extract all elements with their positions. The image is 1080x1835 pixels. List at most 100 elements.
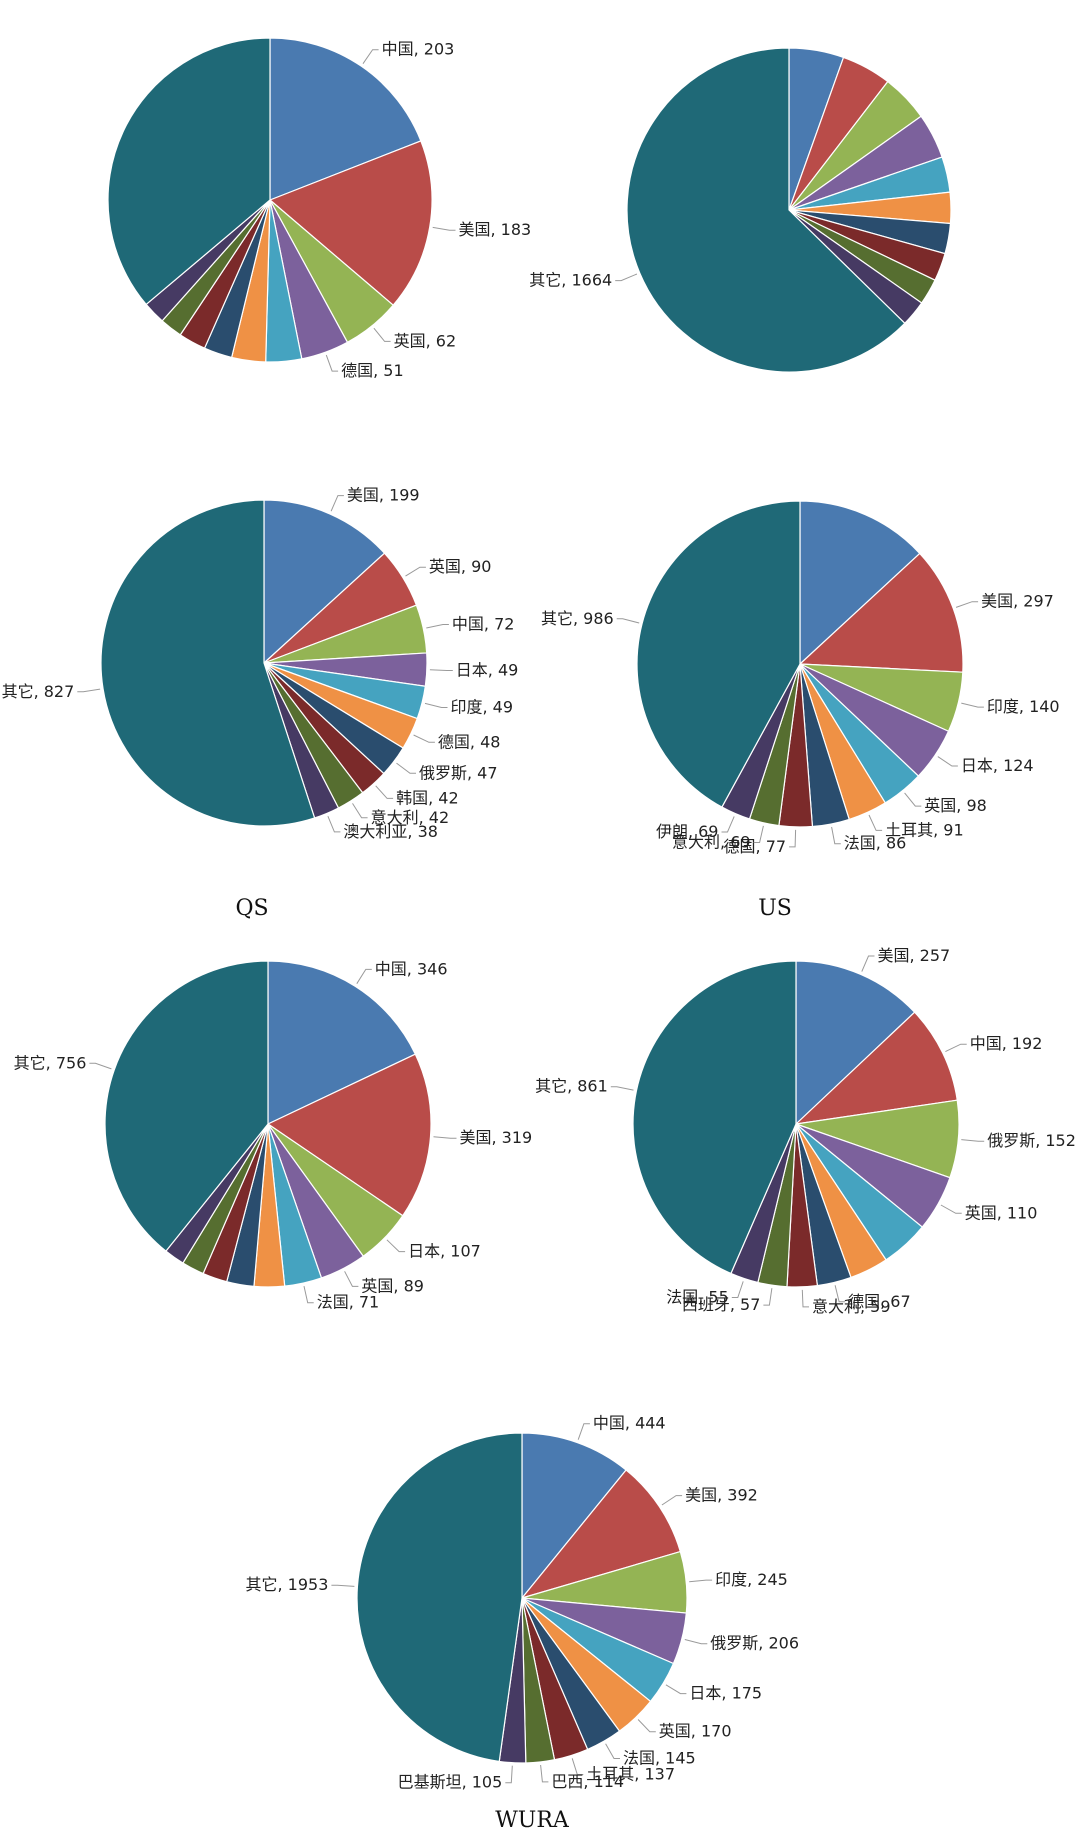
label-leader-line: [577, 1423, 590, 1440]
slice-data-label: 其它, 986: [541, 609, 614, 628]
slice-data-label: 英国, 110: [965, 1203, 1038, 1222]
label-leader-line: [327, 816, 341, 833]
slice-data-label: 其它, 756: [14, 1053, 87, 1072]
label-leader-line: [303, 1285, 314, 1304]
slice-data-label: 巴基斯坦, 105: [398, 1773, 503, 1792]
slice-data-label: 意大利, 42: [371, 808, 450, 827]
label-leader-line: [834, 1285, 846, 1303]
pie-slice: [107, 37, 271, 306]
pie-chart-1: 中国, 203 美国, 183 英国, 62 德国, 51: [107, 37, 532, 380]
slice-data-label: 印度, 49: [451, 698, 514, 717]
slice-data-label: 英国, 98: [924, 796, 987, 815]
pie-slice: [520, 1469, 682, 1600]
slice-data-label: 德国, 77: [724, 837, 787, 856]
pie-slice: [626, 47, 906, 373]
pie-slice: [521, 1432, 627, 1600]
label-leader-line: [426, 624, 449, 629]
pie-slice: [268, 140, 433, 307]
label-leader-line: [801, 1289, 809, 1308]
slice-data-label: 美国, 257: [878, 946, 951, 965]
slice-data-label: 俄罗斯, 152: [987, 1131, 1076, 1150]
chart-title: QS: [235, 896, 268, 921]
slice-data-label: 法国, 71: [317, 1293, 380, 1312]
label-leader-line: [868, 814, 883, 831]
label-leader-line: [405, 566, 426, 577]
label-leader-line: [429, 669, 453, 671]
slice-data-label: 其它, 861: [535, 1077, 608, 1096]
pie-slice: [794, 1011, 958, 1125]
label-leader-line: [362, 49, 379, 64]
slice-data-label: 英国, 62: [394, 331, 457, 350]
slice-data-label: 法国, 55: [666, 1288, 729, 1307]
label-leader-line: [424, 702, 448, 708]
label-leader-line: [375, 785, 394, 799]
slice-data-label: 美国, 392: [685, 1486, 758, 1505]
label-leader-line: [356, 968, 372, 984]
label-leader-line: [763, 1288, 773, 1306]
label-leader-line: [904, 792, 922, 807]
pie-slice: [632, 960, 797, 1275]
label-leader-line: [940, 1204, 962, 1214]
label-leader-line: [831, 826, 841, 845]
label-leader-line: [731, 1281, 744, 1298]
pie-slice: [795, 960, 916, 1126]
label-leader-line: [945, 1043, 967, 1053]
slice-data-label: 印度, 245: [715, 1570, 788, 1589]
slice-data-label: 西班牙, 57: [682, 1295, 761, 1314]
slice-data-label: 俄罗斯, 206: [710, 1634, 799, 1653]
label-leader-line: [571, 1758, 584, 1775]
slice-data-label: 其它, 1953: [245, 1575, 328, 1594]
label-leader-line: [961, 1139, 985, 1142]
pie-slice: [263, 499, 386, 665]
slice-data-label: 日本, 49: [456, 661, 519, 680]
slice-data-label: 其它, 1664: [529, 271, 612, 290]
label-leader-line: [937, 756, 958, 767]
pie-chart-3: 美国, 199 英国, 90 中国, 72 日本, 49 印度, 49 德国, 48 俄罗斯…: [2, 486, 519, 921]
slice-data-label: 德国, 48: [438, 732, 501, 751]
slice-data-label: 巴西, 114: [551, 1772, 624, 1791]
label-leader-line: [344, 1271, 359, 1287]
label-leader-line: [77, 688, 101, 693]
slice-data-label: 土耳其, 91: [885, 820, 964, 839]
slice-data-label: 中国, 444: [593, 1414, 666, 1433]
pie-chart-7: 中国, 444 美国, 392 印度, 245 俄罗斯, 206 日本, 175 英国, …: [245, 1414, 799, 1833]
label-leader-line: [689, 1579, 713, 1583]
slice-data-label: 印度, 140: [987, 697, 1060, 716]
label-leader-line: [610, 1086, 634, 1091]
label-leader-line: [665, 1684, 687, 1695]
label-leader-line: [753, 825, 764, 843]
label-leader-line: [352, 803, 368, 819]
label-leader-line: [373, 327, 391, 342]
label-leader-line: [325, 354, 339, 372]
slice-data-label: 意大利, 59: [812, 1297, 891, 1316]
label-leader-line: [386, 1239, 406, 1253]
slice-data-label: 俄罗斯, 47: [419, 763, 498, 782]
pie-slice: [799, 500, 921, 666]
label-leader-line: [721, 816, 735, 833]
slice-data-label: 德国, 67: [848, 1292, 911, 1311]
slice-data-label: 美国, 183: [459, 220, 532, 239]
slice-data-label: 美国, 199: [347, 486, 420, 505]
pie-slice: [104, 960, 269, 1252]
slice-data-label: 日本, 175: [689, 1684, 762, 1703]
slice-data-label: 中国, 72: [452, 615, 515, 634]
label-leader-line: [684, 1639, 708, 1645]
label-leader-line: [961, 702, 984, 708]
pie-slice: [798, 552, 964, 673]
label-leader-line: [396, 762, 416, 774]
pie-chart-2: 其它, 1664: [529, 47, 952, 373]
slice-data-label: 英国, 89: [361, 1276, 424, 1295]
label-leader-line: [330, 495, 344, 512]
label-leader-line: [789, 829, 797, 848]
label-leader-line: [505, 1765, 513, 1784]
slice-data-label: 日本, 107: [408, 1242, 481, 1261]
chart-title: WURA: [495, 1808, 570, 1833]
slice-data-label: 韩国, 42: [396, 788, 459, 807]
label-leader-line: [89, 1062, 112, 1070]
label-leader-line: [331, 1584, 355, 1587]
label-leader-line: [861, 955, 875, 972]
slice-data-label: 日本, 124: [961, 756, 1034, 775]
slice-data-label: 法国, 145: [623, 1749, 696, 1768]
slice-data-label: 英国, 90: [429, 557, 492, 576]
